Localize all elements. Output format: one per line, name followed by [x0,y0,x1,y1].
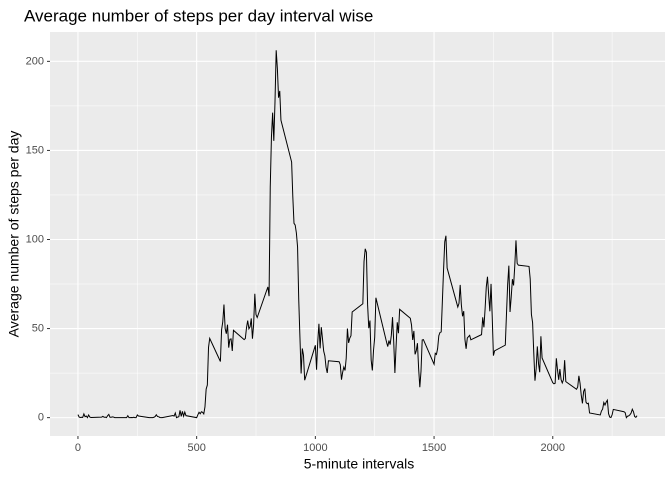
y-tick-label: 50 [32,322,44,334]
x-tick-label: 1000 [303,442,327,454]
chart-title: Average number of steps per day interval… [24,6,373,25]
y-axis-label: Average number of steps per day [6,131,22,338]
y-tick-label: 100 [26,233,44,245]
y-tick-label: 150 [26,144,44,156]
x-tick-label: 0 [75,442,81,454]
y-tick-label: 200 [26,55,44,67]
y-tick-label: 0 [38,412,44,424]
x-tick-label: 1500 [422,442,446,454]
line [77,50,638,419]
plot-background [50,32,665,436]
x-tick-label: 500 [187,442,205,454]
x-tick-label: 2000 [541,442,565,454]
x-axis-label: 5-minute intervals [304,456,415,472]
